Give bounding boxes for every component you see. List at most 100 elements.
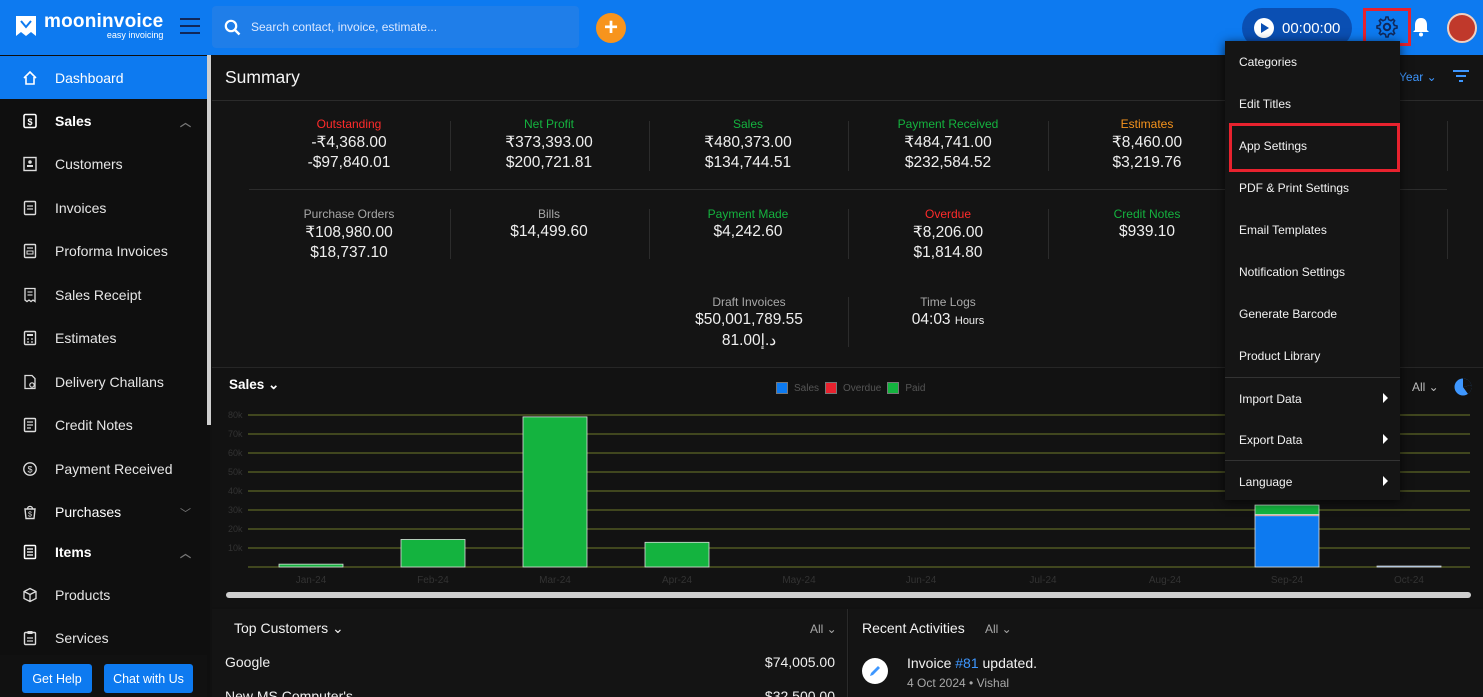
stat-value: $50,001,789.55	[695, 311, 803, 328]
stat-value: ₹484,741.00	[904, 134, 992, 151]
menu-item-product-library[interactable]: Product Library	[1225, 335, 1400, 377]
user-avatar[interactable]	[1447, 13, 1477, 43]
stat-credit-notes[interactable]: Credit Notes $939.10	[1047, 207, 1247, 241]
page-title: Summary	[225, 67, 300, 87]
sidebar-item-payment-received[interactable]: $ Payment Received	[0, 447, 207, 490]
legend-swatch-overdue[interactable]	[825, 382, 838, 394]
chart-type-dropdown[interactable]: Sales ⌄	[229, 377, 280, 392]
menu-item-app-settings[interactable]: App Settings	[1225, 125, 1400, 167]
stat-value-secondary: $3,219.76	[1112, 154, 1182, 171]
stat-label: Net Profit	[523, 117, 574, 131]
stat-label: Purchase Orders	[303, 207, 395, 221]
stat-draft-invoices[interactable]: Draft Invoices $50,001,789.55 81.00د.إ	[649, 295, 849, 350]
stat-purchase-orders[interactable]: Purchase Orders ₹108,980.00 $18,737.10	[249, 207, 449, 262]
proforma-icon	[23, 243, 37, 258]
sidebar-item-products[interactable]: Products	[0, 573, 207, 616]
menu-item-categories[interactable]: Categories	[1225, 41, 1400, 83]
period-dropdown[interactable]: Year ⌄	[1399, 70, 1437, 84]
activity-invoice-link[interactable]: #81	[955, 655, 979, 671]
stat-payment-made[interactable]: Payment Made $4,242.60	[648, 207, 848, 241]
menu-item-export-data[interactable]: Export Data	[1225, 419, 1400, 461]
chart-title: Sales	[229, 377, 265, 392]
chevron-down-icon[interactable]: ﹀	[180, 508, 191, 520]
sidebar-item-dashboard[interactable]: Dashboard	[0, 56, 207, 99]
credit-note-icon	[23, 417, 37, 432]
help-bar: Get Help Chat with Us	[0, 655, 207, 697]
recent-activities-filter[interactable]: All ⌄	[985, 622, 1012, 636]
sidebar-item-sales-receipt[interactable]: Sales Receipt	[0, 273, 207, 316]
recent-activities-panel: Recent Activities All ⌄ Invoice #81 upda…	[849, 609, 1483, 697]
stat-sales[interactable]: Sales ₹480,373.00 $134,744.51	[648, 117, 848, 172]
menu-item-label: PDF & Print Settings	[1239, 181, 1350, 195]
sidebar-item-services[interactable]: Services	[0, 616, 207, 659]
app-logo[interactable]: mooninvoice easy invoicing	[14, 12, 163, 40]
menu-item-email-templates[interactable]: Email Templates	[1225, 209, 1400, 251]
customers-icon	[23, 156, 37, 171]
stat-bills[interactable]: Bills $14,499.60	[449, 207, 649, 241]
sidebar-item-estimates[interactable]: Estimates	[0, 316, 207, 359]
chart-filter-dropdown[interactable]: All ⌄	[1412, 380, 1439, 394]
stat-time-logs[interactable]: Time Logs 04:03 Hours	[848, 295, 1048, 329]
notification-bell-icon[interactable]	[1412, 17, 1430, 37]
sidebar-item-purchases[interactable]: $ Purchases ﹀	[0, 490, 207, 533]
menu-item-notification-settings[interactable]: Notification Settings	[1225, 251, 1400, 293]
stat-net-profit[interactable]: Net Profit ₹373,393.00 $200,721.81	[449, 117, 649, 172]
top-bar: mooninvoice easy invoicing + 00:00:00	[0, 0, 1483, 55]
legend-swatch-paid[interactable]	[887, 382, 900, 394]
menu-item-import-data[interactable]: Import Data	[1225, 378, 1400, 420]
x-tick-label: Mar-24	[539, 575, 571, 586]
menu-item-label: Notification Settings	[1239, 265, 1346, 279]
top-customers-filter[interactable]: All ⌄	[810, 622, 837, 636]
stat-value: ₹108,980.00	[305, 224, 393, 241]
menu-item-pdf-print-settings[interactable]: PDF & Print Settings	[1225, 167, 1400, 209]
hamburger-menu-icon[interactable]	[180, 18, 200, 36]
get-help-button[interactable]: Get Help	[22, 664, 92, 693]
chevron-up-icon[interactable]: ︿	[180, 548, 191, 560]
menu-item-language[interactable]: Language	[1225, 461, 1400, 503]
sidebar-item-credit-notes[interactable]: Credit Notes	[0, 403, 207, 446]
pie-chart-icon[interactable]	[1453, 377, 1473, 397]
add-new-button[interactable]: +	[596, 13, 626, 43]
stat-overdue[interactable]: Overdue ₹8,206.00 $1,814.80	[848, 207, 1048, 262]
stat-payment-received[interactable]: Payment Received ₹484,741.00 $232,584.52	[848, 117, 1048, 172]
search-bar[interactable]	[212, 6, 579, 48]
top-customers-dropdown[interactable]: Top Customers ⌄	[234, 620, 344, 636]
filter-icon[interactable]	[1452, 68, 1470, 84]
stat-estimates[interactable]: Estimates ₹8,460.00 $3,219.76	[1047, 117, 1247, 172]
sidebar-item-label: Invoices	[55, 199, 107, 216]
activity-prefix: Invoice	[907, 655, 956, 671]
filter-label: All	[810, 622, 824, 636]
submenu-arrow-icon	[1383, 434, 1388, 444]
stat-label: Time Logs	[920, 295, 976, 309]
menu-item-edit-titles[interactable]: Edit Titles	[1225, 83, 1400, 125]
activity-text[interactable]: Invoice #81 updated.	[907, 655, 1037, 671]
stat-value: $939.10	[1118, 223, 1176, 240]
customer-row[interactable]: New MS Computer's $32,500.00	[225, 688, 835, 697]
legend-swatch-sales[interactable]	[776, 382, 788, 394]
stat-value-secondary: $134,744.51	[704, 154, 792, 171]
search-input[interactable]	[251, 20, 551, 34]
sidebar-item-invoices[interactable]: Invoices	[0, 186, 207, 229]
services-icon	[23, 630, 37, 645]
stat-outstanding[interactable]: Outstanding -₹4,368.00 -$97,840.01	[249, 117, 449, 172]
submenu-arrow-icon	[1383, 393, 1388, 403]
stat-value: ₹8,206.00	[912, 224, 984, 241]
chart-horizontal-scrollbar[interactable]	[226, 592, 1471, 598]
sidebar-item-items[interactable]: Items ︿	[0, 530, 207, 573]
products-icon	[23, 587, 37, 602]
sidebar-item-customers[interactable]: Customers	[0, 142, 207, 185]
top-customers-panel: Top Customers ⌄ All ⌄ Google $74,005.00 …	[212, 609, 848, 697]
sidebar-scrollbar[interactable]	[207, 55, 211, 425]
sidebar-item-delivery-challans[interactable]: Delivery Challans	[0, 360, 207, 403]
chat-with-us-button[interactable]: Chat with Us	[104, 664, 193, 693]
sidebar-item-label: Customers	[55, 155, 123, 172]
chevron-up-icon[interactable]: ︿	[180, 117, 191, 129]
sidebar-item-sales[interactable]: $ Sales ︿	[0, 99, 207, 142]
customer-row[interactable]: Google $74,005.00	[225, 654, 835, 670]
menu-item-generate-barcode[interactable]: Generate Barcode	[1225, 293, 1400, 335]
legend-label: Overdue	[843, 382, 882, 394]
legend-label: Paid	[905, 382, 926, 394]
sidebar-item-proforma-invoices[interactable]: Proforma Invoices	[0, 229, 207, 272]
brand-name: mooninvoice	[44, 11, 164, 32]
menu-item-label: App Settings	[1239, 139, 1308, 153]
